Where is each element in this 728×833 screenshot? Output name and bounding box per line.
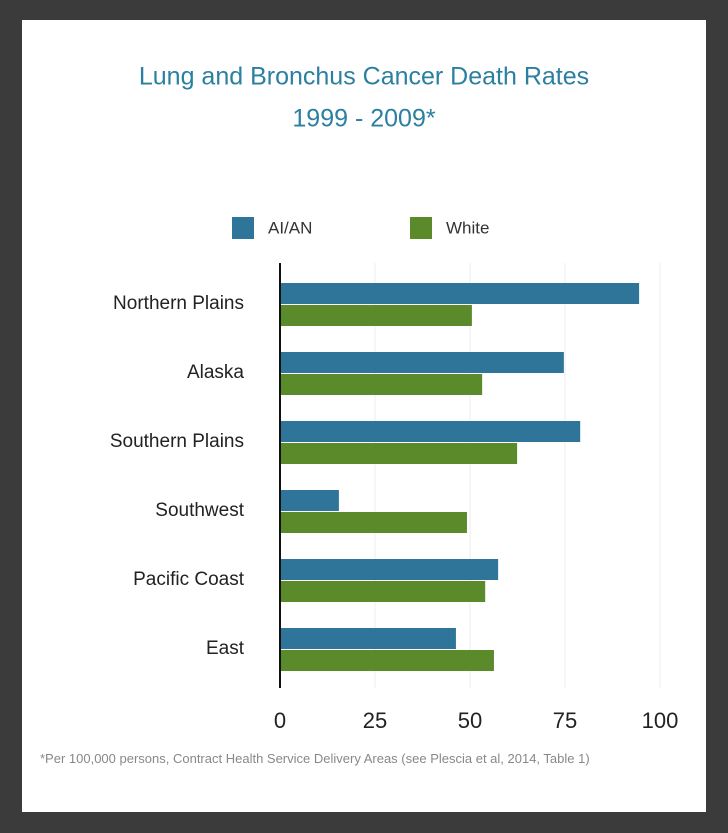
bar: [280, 512, 467, 533]
y-tick-label: Alaska: [187, 362, 244, 383]
bar: [280, 421, 581, 442]
chart-subtitle: 1999 - 2009*: [292, 105, 435, 133]
bar: [280, 305, 472, 326]
legend-swatch: [232, 217, 254, 239]
x-tick-label: 75: [553, 708, 577, 733]
y-tick-label: Southwest: [155, 500, 244, 521]
x-tick-label: 50: [458, 708, 482, 733]
bar: [280, 650, 494, 671]
chart-title: Lung and Bronchus Cancer Death Rates: [139, 63, 589, 91]
legend-label: AI/AN: [268, 218, 312, 237]
panel: [22, 20, 706, 812]
y-tick-label: East: [206, 638, 245, 659]
bar: [280, 374, 483, 395]
bar: [280, 283, 640, 304]
y-tick-label: Pacific Coast: [133, 569, 245, 590]
x-tick-label: 0: [274, 708, 286, 733]
bar: [280, 559, 499, 580]
x-tick-label: 25: [363, 708, 387, 733]
bar: [280, 628, 456, 649]
y-tick-label: Northern Plains: [113, 293, 244, 314]
legend-swatch: [410, 217, 432, 239]
legend-label: White: [446, 218, 489, 237]
x-tick-label: 100: [642, 708, 679, 733]
bar: [280, 490, 339, 511]
y-tick-label: Southern Plains: [110, 431, 244, 452]
bar: [280, 443, 518, 464]
footnote: *Per 100,000 persons, Contract Health Se…: [40, 751, 590, 766]
bar: [280, 352, 564, 373]
bar: [280, 581, 486, 602]
